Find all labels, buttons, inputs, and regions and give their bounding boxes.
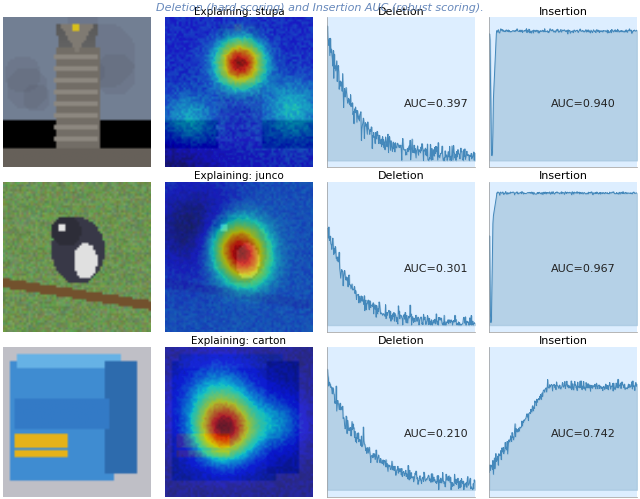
Title: Deletion: Deletion (378, 6, 424, 16)
Text: AUC=0.940: AUC=0.940 (551, 99, 616, 109)
Title: Deletion: Deletion (378, 336, 424, 346)
Title: Insertion: Insertion (539, 6, 588, 16)
Text: AUC=0.397: AUC=0.397 (404, 99, 468, 109)
Title: Insertion: Insertion (539, 171, 588, 181)
Title: Explaining: carton: Explaining: carton (191, 336, 287, 346)
Text: AUC=0.210: AUC=0.210 (404, 429, 468, 439)
Title: Insertion: Insertion (539, 336, 588, 346)
Text: AUC=0.742: AUC=0.742 (551, 429, 616, 439)
Title: Explaining: junco: Explaining: junco (194, 171, 284, 181)
Text: AUC=0.301: AUC=0.301 (404, 264, 468, 274)
Text: AUC=0.967: AUC=0.967 (551, 264, 616, 274)
Text: Deletion (hard scoring) and Insertion AUC (robust scoring).: Deletion (hard scoring) and Insertion AU… (156, 3, 484, 13)
Title: Explaining: stupa: Explaining: stupa (194, 6, 284, 16)
Title: Deletion: Deletion (378, 171, 424, 181)
